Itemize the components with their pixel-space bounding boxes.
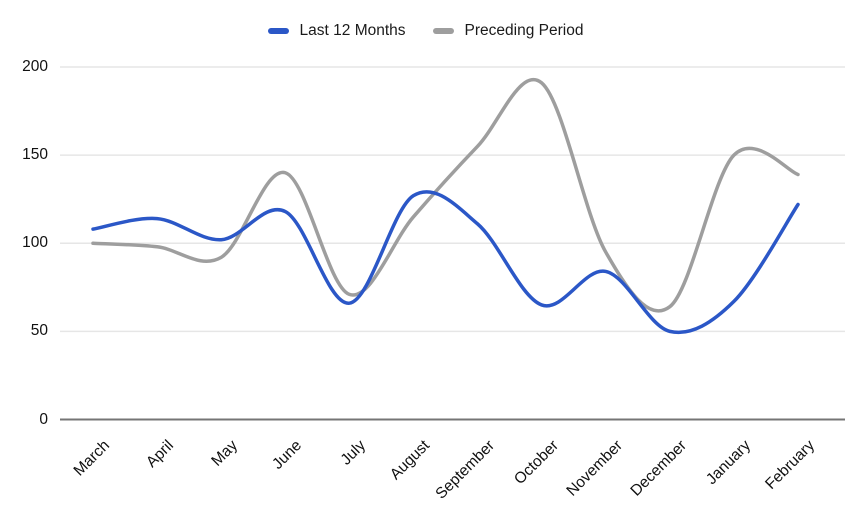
y-tick-label: 100: [22, 234, 48, 252]
legend-item-preceding-period[interactable]: Preceding Period: [432, 22, 584, 40]
legend-label: Last 12 Months: [299, 22, 406, 39]
legend-item-last-12-months[interactable]: Last 12 Months: [267, 22, 406, 40]
series-swatch-icon: [267, 28, 289, 34]
y-tick-label: 150: [22, 146, 48, 164]
y-tick-label: 50: [30, 322, 48, 340]
series-line-last-12-months: [91, 190, 800, 335]
series-swatch-icon: [432, 28, 454, 34]
series-line-preceding-period: [91, 78, 800, 313]
y-tick-label: 200: [22, 58, 48, 75]
y-tick-label: 0: [39, 410, 48, 428]
legend-label: Preceding Period: [464, 22, 584, 39]
chart-legend: Last 12 Months Preceding Period: [0, 20, 851, 42]
